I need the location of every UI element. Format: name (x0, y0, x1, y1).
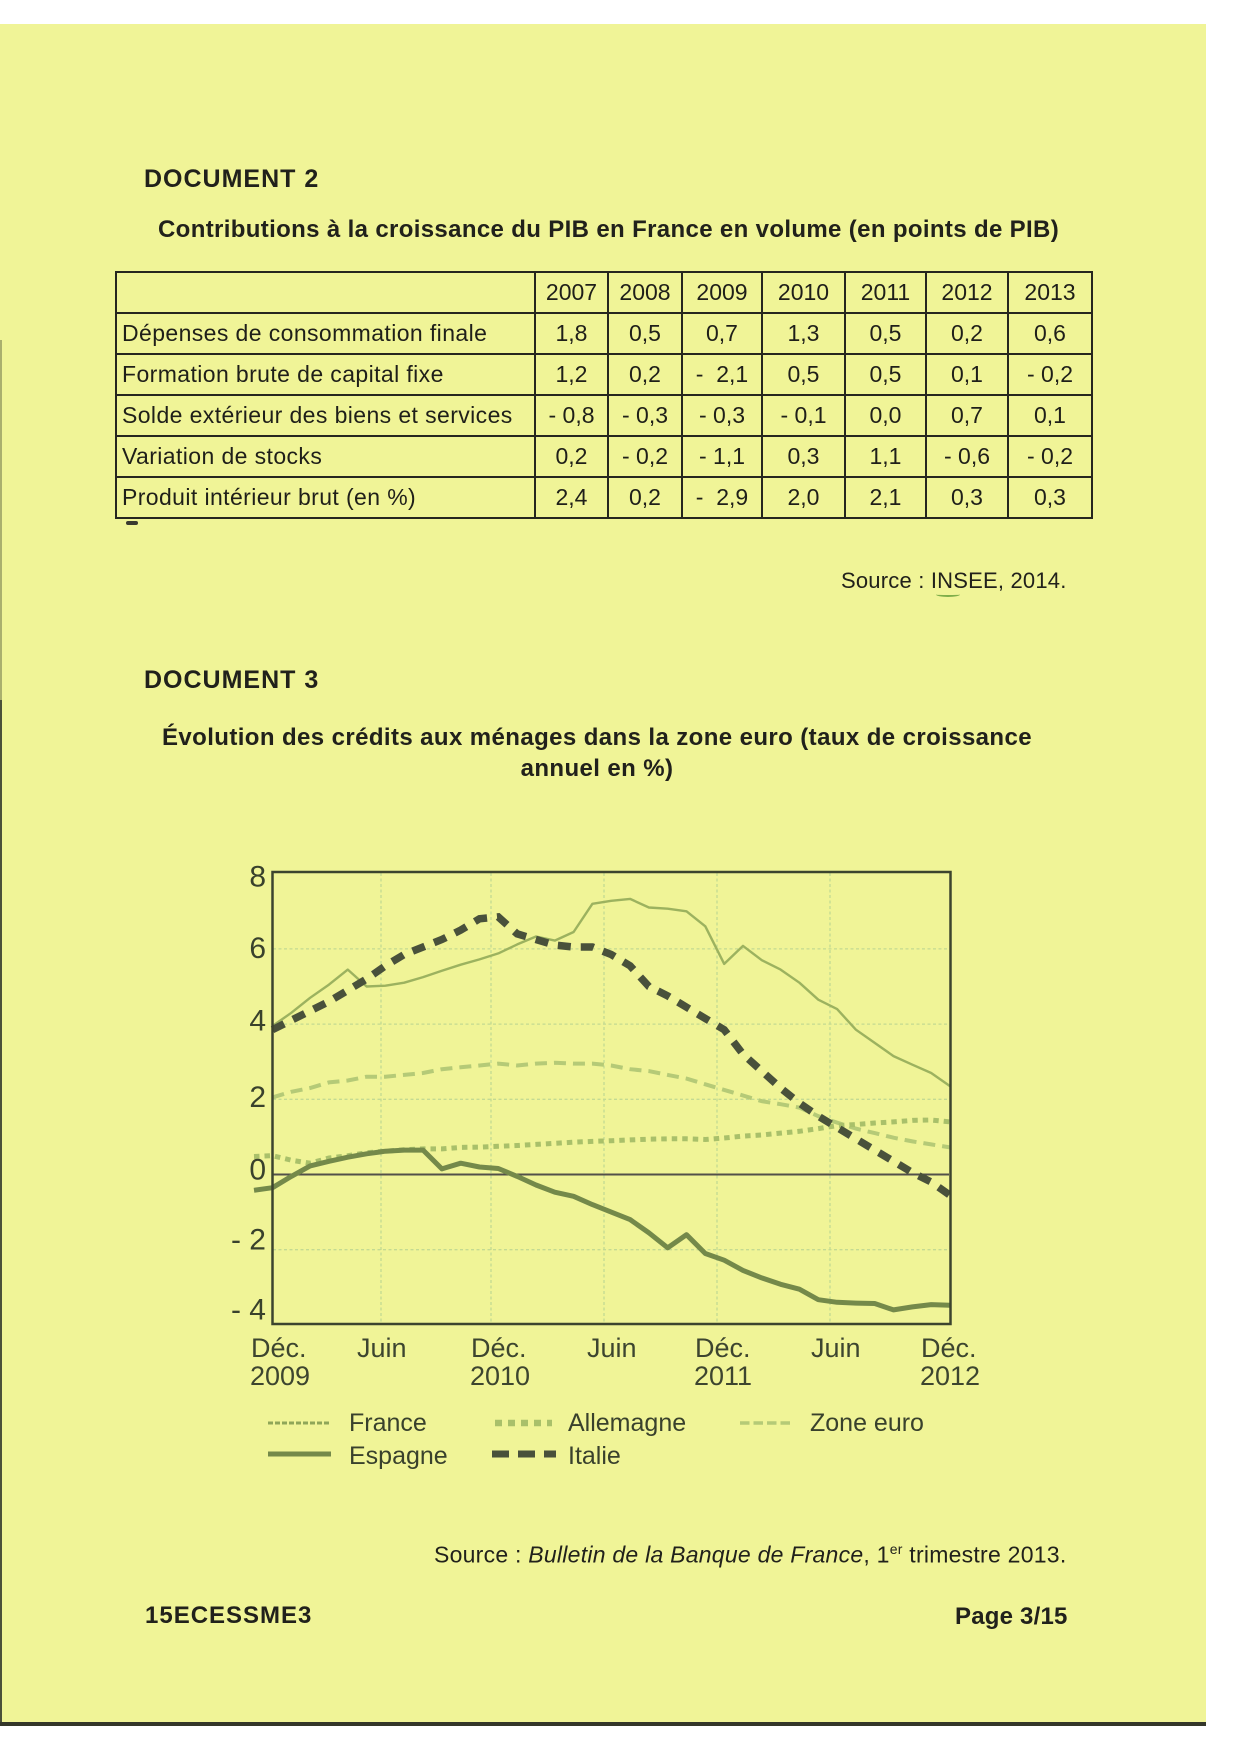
svg-text:2009: 2009 (250, 1361, 310, 1391)
svg-text:Déc.: Déc. (695, 1333, 751, 1363)
svg-text:Déc.: Déc. (251, 1333, 307, 1363)
svg-text:Déc.: Déc. (921, 1333, 977, 1363)
svg-text:Espagne: Espagne (349, 1442, 448, 1470)
svg-text:Allemagne: Allemagne (568, 1409, 686, 1437)
svg-text:France: France (349, 1409, 427, 1437)
svg-text:0: 0 (249, 1154, 266, 1187)
svg-text:Juin: Juin (357, 1333, 407, 1363)
svg-text:Italie: Italie (568, 1442, 621, 1470)
svg-text:2: 2 (249, 1081, 266, 1114)
svg-text:8: 8 (249, 861, 266, 894)
svg-text:2011: 2011 (694, 1361, 752, 1391)
svg-text:Juin: Juin (587, 1333, 637, 1363)
svg-text:- 4: - 4 (231, 1294, 266, 1327)
svg-text:- 2: - 2 (231, 1224, 266, 1257)
svg-text:4: 4 (249, 1005, 266, 1038)
svg-text:Juin: Juin (811, 1333, 861, 1363)
svg-text:6: 6 (249, 932, 266, 965)
svg-text:2012: 2012 (920, 1361, 980, 1391)
svg-text:Déc.: Déc. (471, 1333, 527, 1363)
svg-text:Zone euro: Zone euro (810, 1409, 924, 1437)
svg-text:2010: 2010 (470, 1361, 530, 1391)
